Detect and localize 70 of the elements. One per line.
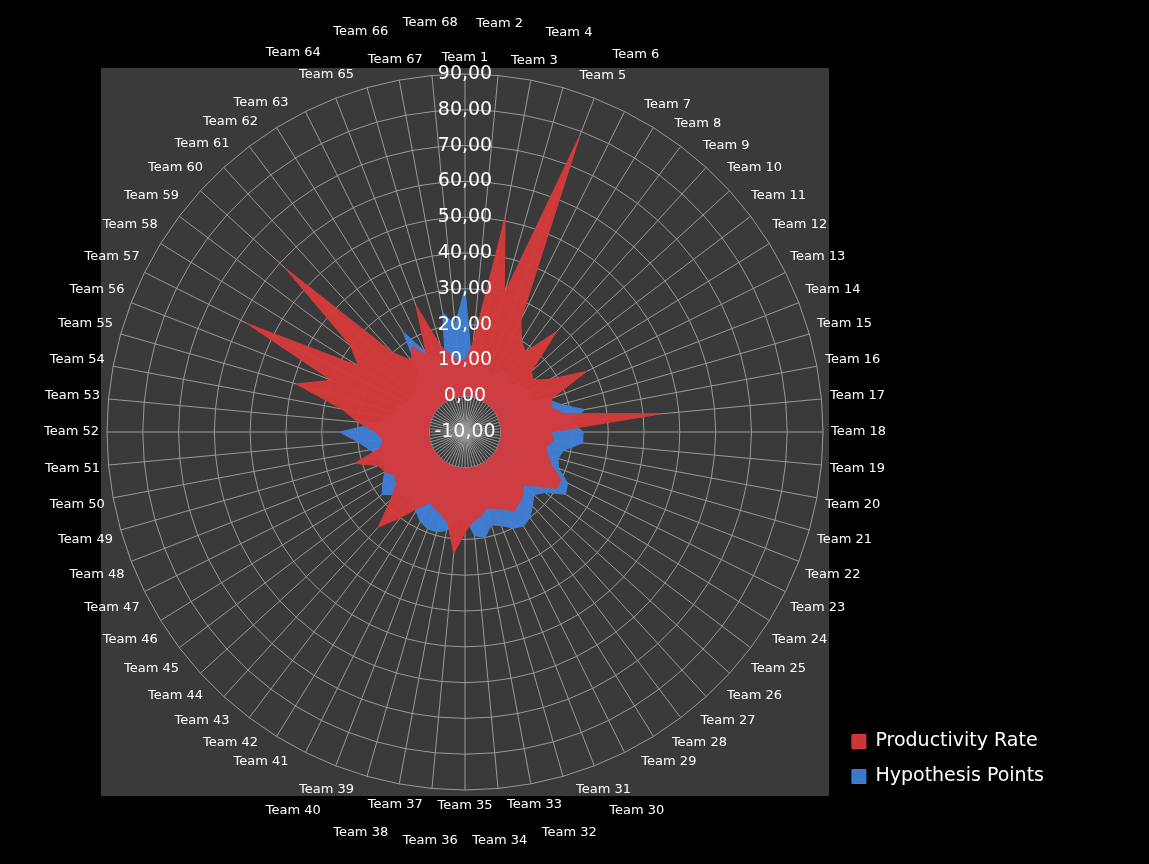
spoke-label: Team 67 (366, 50, 423, 66)
spoke-label: Team 18 (829, 423, 887, 439)
spoke-label: Team 43 (173, 711, 230, 727)
spoke-label: Team 8 (673, 114, 722, 130)
spoke-label: Team 49 (56, 531, 113, 547)
spoke-label: Team 40 (264, 802, 321, 818)
spoke-label: Team 58 (101, 216, 158, 232)
legend-label: Hypothesis Points (875, 763, 1045, 786)
spoke-label: Team 37 (366, 795, 423, 811)
spoke-label: Team 47 (83, 599, 140, 615)
spoke-label: Team 36 (401, 832, 458, 848)
spoke-label: Team 3 (510, 51, 558, 67)
spoke-label: Team 25 (749, 660, 806, 676)
spoke-label: Team 52 (42, 423, 100, 439)
spoke-label: Team 19 (828, 459, 885, 475)
spoke-label: Team 16 (824, 350, 881, 366)
legend-label: Productivity Rate (875, 728, 1038, 751)
spoke-label: Team 20 (824, 495, 881, 511)
spoke-label: Team 53 (44, 387, 101, 403)
spoke-label: Team 44 (146, 687, 204, 703)
spoke-label: Team 56 (68, 280, 125, 296)
spoke-label: Team 50 (48, 495, 105, 511)
spoke-label: Team 15 (816, 315, 873, 331)
spoke-label: Team 48 (68, 565, 125, 581)
spoke-label: Team 65 (297, 65, 355, 81)
spoke-label: Team 27 (699, 711, 756, 727)
spoke-label: Team 59 (123, 186, 180, 202)
spoke-label: Team 31 (574, 780, 632, 796)
spoke-label: Team 32 (540, 824, 597, 840)
spoke-label: Team 13 (789, 247, 846, 263)
spoke-label: Team 51 (44, 459, 101, 475)
spoke-label: Team 62 (202, 112, 259, 128)
spoke-label: Team 46 (101, 630, 158, 646)
spoke-label: Team 5 (578, 67, 627, 83)
spoke-label: Team 23 (789, 599, 846, 615)
spoke-label: Team 39 (297, 780, 355, 796)
spoke-label: Team 55 (56, 315, 113, 331)
spoke-label: Team 57 (83, 247, 140, 263)
spoke-label: Team 30 (608, 802, 665, 818)
spoke-label: Team 64 (264, 44, 321, 60)
spoke-label: Team 2 (475, 14, 524, 30)
spoke-label: Team 6 (611, 46, 660, 62)
spoke-label: Team 41 (232, 752, 289, 768)
spoke-label: Team 68 (401, 14, 458, 30)
spoke-label: Team 34 (471, 832, 528, 848)
spoke-label: Team 35 (436, 797, 493, 813)
spoke-label: Team 26 (725, 687, 783, 703)
spoke-label: Team 54 (48, 350, 105, 366)
spoke-label: Team 4 (544, 23, 593, 39)
spoke-label: Team 21 (816, 531, 873, 547)
spoke-label: Team 28 (670, 733, 727, 749)
spoke-label: Team 60 (146, 159, 204, 175)
spoke-label: Team 7 (643, 95, 692, 111)
spoke-label: Team 24 (771, 630, 828, 646)
spoke-label: Team 17 (828, 387, 885, 403)
spoke-label: Team 22 (804, 565, 861, 581)
spoke-label: Team 38 (332, 824, 389, 840)
spoke-label: Team 45 (123, 660, 180, 676)
spoke-label: Team 61 (173, 134, 230, 150)
spoke-label: Team 9 (701, 136, 750, 152)
spoke-label: Team 14 (804, 280, 861, 296)
spoke-label: Team 42 (202, 733, 259, 749)
spoke-label: Team 63 (232, 94, 289, 110)
spoke-label: Team 29 (640, 752, 697, 768)
spoke-label: Team 11 (749, 186, 806, 202)
spoke-label: Team 33 (506, 795, 563, 811)
y-tick-label: 80,00 (437, 96, 493, 119)
spoke-label: Team 10 (725, 159, 783, 175)
spoke-label: Team 12 (771, 216, 828, 232)
spoke-label: Team 66 (332, 22, 389, 38)
